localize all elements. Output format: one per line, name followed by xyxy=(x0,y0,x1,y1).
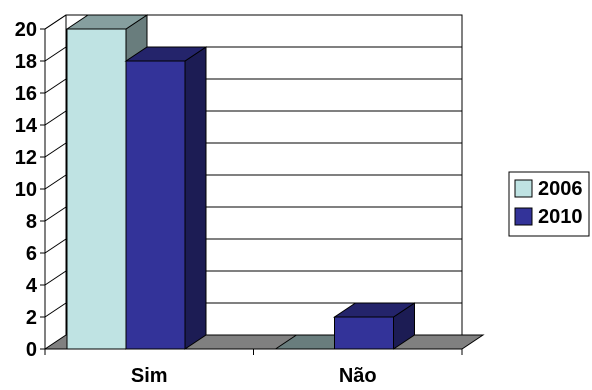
bars xyxy=(65,14,417,350)
gridline-side xyxy=(44,174,67,190)
y-tick-label: 6 xyxy=(26,243,37,265)
x-tick-label: Sim xyxy=(131,365,168,385)
y-tick-label: 2 xyxy=(26,307,37,329)
gridline-side xyxy=(44,238,67,254)
y-axis-ticks: 0 2 4 6 8 10 12 14 16 18 20 xyxy=(15,19,45,361)
y-tick-label: 8 xyxy=(26,211,37,233)
bar-2010-Não xyxy=(334,316,394,350)
x-axis-ticks: Sim Não xyxy=(44,349,463,387)
gridline-side xyxy=(44,270,67,286)
gridline-side xyxy=(44,206,67,222)
gridline-side xyxy=(44,142,67,158)
y-tick-label: 12 xyxy=(15,147,37,169)
legend: 2006 2010 xyxy=(508,171,590,237)
gridline-side xyxy=(44,46,67,62)
bar-2006-Sim xyxy=(66,28,127,350)
y-tick-label: 4 xyxy=(26,275,38,297)
y-tick-label: 14 xyxy=(15,115,38,137)
bar-side-2010-Sim xyxy=(184,46,207,350)
bar-2010-Sim xyxy=(125,60,186,350)
legend-label-2010: 2010 xyxy=(538,206,583,228)
x-tick-label: Não xyxy=(339,365,377,385)
y-axis-top-edge xyxy=(44,14,67,30)
gridline-side xyxy=(44,302,67,318)
y-tick-label: 20 xyxy=(15,19,37,41)
y-tick-label: 16 xyxy=(15,83,37,105)
y-tick-label: 18 xyxy=(15,51,37,73)
legend-label-2006: 2006 xyxy=(538,178,583,200)
y-tick-label: 10 xyxy=(15,179,37,201)
gridline-side xyxy=(44,78,67,94)
y-tick-label: 0 xyxy=(26,339,37,361)
legend-swatch-2010 xyxy=(514,207,533,226)
legend-swatch-2006 xyxy=(514,179,533,198)
gridline-side xyxy=(44,110,67,126)
